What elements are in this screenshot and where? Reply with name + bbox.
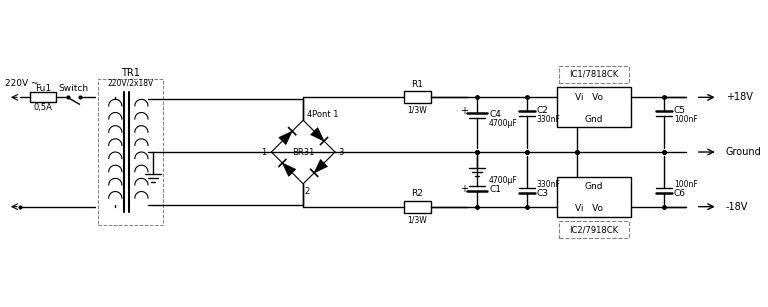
Text: TR1: TR1	[121, 68, 140, 79]
Text: BR31: BR31	[292, 147, 314, 157]
Bar	[557, 87, 631, 127]
Text: R1: R1	[412, 80, 423, 89]
Bar	[98, 80, 163, 225]
Polygon shape	[314, 159, 327, 173]
Text: IC2/7918CK: IC2/7918CK	[569, 225, 618, 234]
Text: R2: R2	[412, 189, 423, 198]
Text: +18V: +18V	[726, 92, 753, 102]
Text: -18V: -18V	[726, 202, 748, 212]
Text: +: +	[460, 184, 468, 194]
Text: Vi   Vo: Vi Vo	[575, 204, 603, 213]
Text: 1: 1	[261, 147, 266, 157]
Bar	[404, 201, 432, 213]
Text: 100nF: 100nF	[674, 180, 697, 189]
Text: Gnd: Gnd	[584, 115, 603, 124]
Text: 1/3W: 1/3W	[408, 106, 427, 115]
Text: C6: C6	[674, 189, 686, 198]
Bar	[557, 177, 631, 217]
Text: Fu1: Fu1	[35, 84, 51, 93]
Text: Pont 1: Pont 1	[312, 110, 339, 119]
Text: 1/3W: 1/3W	[408, 215, 427, 224]
Text: 220V ~: 220V ~	[5, 79, 38, 88]
Text: 4700μF: 4700μF	[489, 176, 518, 185]
Text: C1: C1	[489, 185, 501, 194]
Text: C5: C5	[674, 106, 686, 115]
Text: 4: 4	[306, 110, 312, 119]
Text: 220V/2x18V: 220V/2x18V	[108, 79, 154, 88]
Bar	[404, 91, 432, 103]
Text: Vi   Vo: Vi Vo	[575, 93, 603, 102]
Text: 4700μF: 4700μF	[489, 119, 518, 128]
Text: C3: C3	[537, 189, 549, 198]
Text: 0,5A: 0,5A	[33, 103, 52, 112]
Text: 330nF: 330nF	[537, 115, 561, 124]
Bar	[558, 65, 629, 84]
Text: C4: C4	[489, 110, 501, 119]
Polygon shape	[279, 131, 292, 145]
Text: 2: 2	[305, 187, 310, 196]
Text: IC1/7818CK: IC1/7818CK	[569, 70, 618, 79]
Polygon shape	[283, 163, 296, 176]
Bar	[558, 221, 629, 239]
Text: +: +	[460, 106, 468, 116]
Text: C2: C2	[537, 106, 548, 115]
Bar	[30, 92, 55, 102]
Text: Ground: Ground	[726, 147, 761, 157]
Text: 3: 3	[338, 147, 343, 157]
Polygon shape	[310, 128, 324, 141]
Text: 330nF: 330nF	[537, 180, 561, 189]
Text: 100nF: 100nF	[674, 115, 697, 124]
Text: Gnd: Gnd	[584, 182, 603, 191]
Text: Switch: Switch	[58, 84, 88, 93]
